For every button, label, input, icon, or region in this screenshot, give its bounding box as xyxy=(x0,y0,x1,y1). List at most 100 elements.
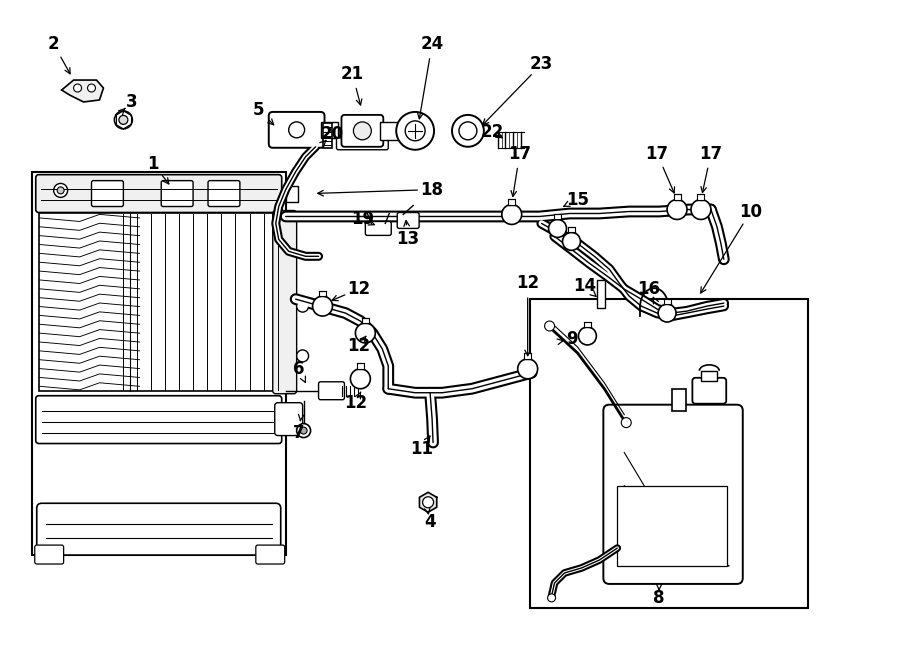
FancyBboxPatch shape xyxy=(161,180,194,206)
Bar xyxy=(357,364,364,369)
Circle shape xyxy=(74,84,82,92)
Text: 13: 13 xyxy=(397,231,419,249)
Circle shape xyxy=(114,111,132,129)
Text: 17: 17 xyxy=(699,145,723,163)
Bar xyxy=(524,354,531,359)
Text: 8: 8 xyxy=(653,589,665,607)
Circle shape xyxy=(297,424,310,438)
Bar xyxy=(285,186,298,202)
Bar xyxy=(32,172,285,555)
Circle shape xyxy=(58,187,64,194)
Text: 12: 12 xyxy=(344,394,367,412)
Circle shape xyxy=(502,204,522,225)
Bar xyxy=(568,227,575,233)
Text: 10: 10 xyxy=(739,202,762,221)
FancyBboxPatch shape xyxy=(365,221,392,235)
Text: 11: 11 xyxy=(410,440,434,457)
Circle shape xyxy=(289,122,304,137)
Circle shape xyxy=(87,84,95,92)
Circle shape xyxy=(119,116,128,124)
FancyBboxPatch shape xyxy=(397,212,419,229)
FancyBboxPatch shape xyxy=(319,382,345,400)
Bar xyxy=(701,371,717,381)
Text: 1: 1 xyxy=(148,155,159,173)
Text: 4: 4 xyxy=(424,513,436,531)
Text: 2: 2 xyxy=(48,35,59,53)
Bar xyxy=(617,486,727,566)
Bar xyxy=(322,123,331,148)
Text: 24: 24 xyxy=(420,35,444,53)
FancyBboxPatch shape xyxy=(256,545,284,564)
Text: 15: 15 xyxy=(566,190,589,209)
FancyBboxPatch shape xyxy=(37,503,281,555)
Polygon shape xyxy=(419,492,436,512)
Circle shape xyxy=(579,327,597,345)
Text: 6: 6 xyxy=(292,360,304,378)
Bar xyxy=(584,321,591,327)
Circle shape xyxy=(312,296,332,316)
Circle shape xyxy=(452,115,484,147)
FancyBboxPatch shape xyxy=(341,115,383,147)
Text: 9: 9 xyxy=(566,330,577,348)
Circle shape xyxy=(544,321,554,331)
Circle shape xyxy=(621,418,631,428)
FancyBboxPatch shape xyxy=(603,405,742,584)
Circle shape xyxy=(518,359,537,379)
Circle shape xyxy=(297,350,309,362)
Circle shape xyxy=(405,121,425,141)
Text: 12: 12 xyxy=(346,280,370,298)
Circle shape xyxy=(562,233,580,251)
Text: 5: 5 xyxy=(253,101,265,119)
Circle shape xyxy=(658,304,676,322)
Bar xyxy=(554,214,561,219)
Bar xyxy=(698,194,705,200)
Bar xyxy=(672,389,687,410)
FancyBboxPatch shape xyxy=(273,210,297,394)
Bar xyxy=(530,299,808,608)
Circle shape xyxy=(396,112,434,150)
Text: 16: 16 xyxy=(638,280,661,298)
Text: 12: 12 xyxy=(346,337,370,355)
Circle shape xyxy=(459,122,477,140)
Circle shape xyxy=(423,497,434,508)
Bar xyxy=(673,194,680,200)
Circle shape xyxy=(691,200,711,219)
Circle shape xyxy=(549,219,566,237)
Text: 7: 7 xyxy=(292,424,304,442)
Text: 17: 17 xyxy=(508,145,531,163)
Text: 14: 14 xyxy=(573,277,596,295)
Circle shape xyxy=(547,594,555,602)
Bar xyxy=(320,122,338,137)
Circle shape xyxy=(300,427,307,434)
Circle shape xyxy=(297,300,309,312)
FancyBboxPatch shape xyxy=(337,137,388,150)
Bar xyxy=(362,317,369,323)
Circle shape xyxy=(667,200,687,219)
Circle shape xyxy=(54,183,68,198)
Text: 23: 23 xyxy=(530,55,554,73)
Text: 20: 20 xyxy=(321,125,344,143)
Circle shape xyxy=(356,323,375,343)
Bar xyxy=(508,199,515,204)
Circle shape xyxy=(354,122,372,140)
Text: 22: 22 xyxy=(481,123,503,141)
Bar xyxy=(320,291,326,296)
FancyBboxPatch shape xyxy=(36,396,282,444)
FancyBboxPatch shape xyxy=(269,112,325,148)
Text: 21: 21 xyxy=(341,65,364,83)
FancyBboxPatch shape xyxy=(92,180,123,206)
Text: 3: 3 xyxy=(125,93,137,111)
FancyBboxPatch shape xyxy=(208,180,240,206)
Text: 18: 18 xyxy=(420,180,444,198)
FancyBboxPatch shape xyxy=(36,175,282,212)
Bar xyxy=(39,214,279,391)
FancyBboxPatch shape xyxy=(692,378,726,404)
Text: 17: 17 xyxy=(645,145,669,163)
FancyBboxPatch shape xyxy=(274,403,302,436)
Text: 19: 19 xyxy=(351,210,374,229)
FancyBboxPatch shape xyxy=(35,545,64,564)
Bar xyxy=(663,299,670,304)
Bar xyxy=(381,122,400,140)
Polygon shape xyxy=(61,80,104,102)
Text: 12: 12 xyxy=(516,274,539,292)
